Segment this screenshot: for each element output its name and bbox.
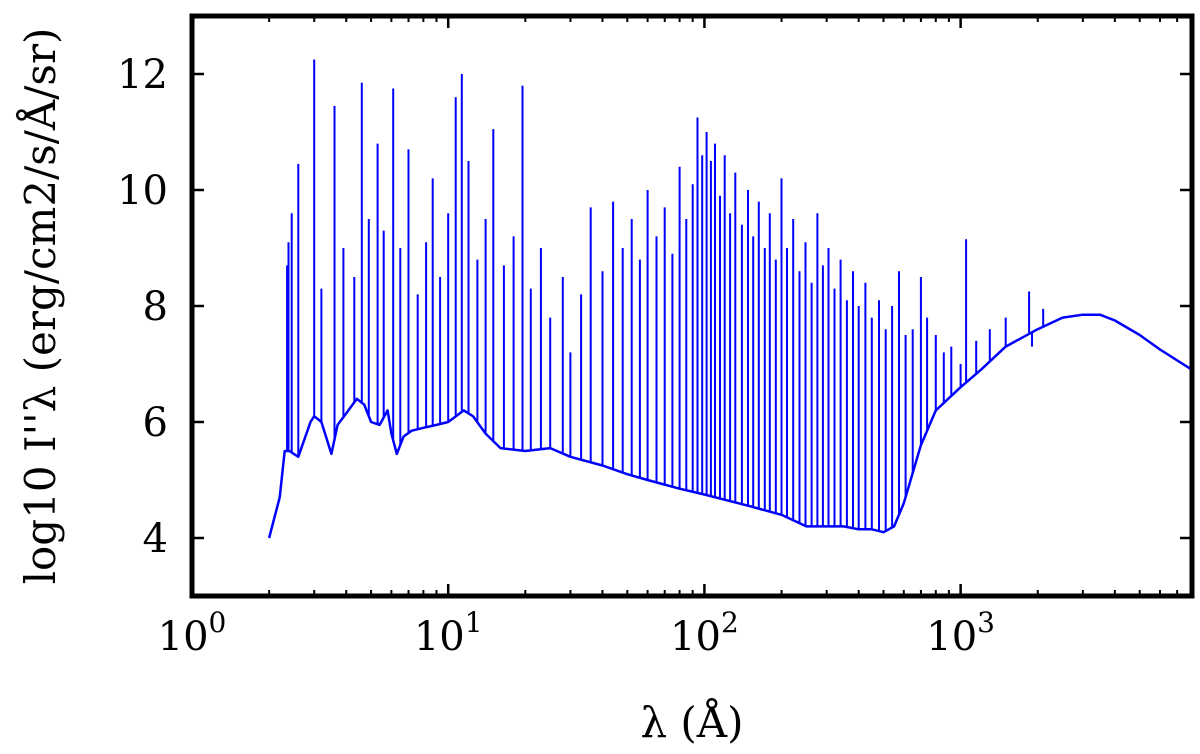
continuum-line [267, 313, 1193, 539]
plot-frame [189, 13, 1195, 599]
y-tick-label: 10 [117, 168, 168, 214]
x-tick-label: 100 [158, 606, 227, 660]
y-tick-label: 4 [143, 516, 168, 562]
y-tick-label: 6 [143, 400, 168, 446]
x-axis-title: λ (Å) [640, 697, 743, 747]
plot-area [267, 59, 1193, 539]
x-tick-label: 101 [414, 606, 483, 660]
y-tick-label: 8 [143, 284, 168, 330]
tick-labels: 4 6 8 10 12 100 101 102 103 [117, 52, 995, 660]
y-axis-title: log10 I''λ (erg/cm2/s/Å/sr) [15, 28, 65, 585]
y-tick-label: 12 [117, 52, 168, 98]
x-tick-label: 103 [926, 606, 995, 660]
x-tick-label: 102 [670, 606, 739, 660]
